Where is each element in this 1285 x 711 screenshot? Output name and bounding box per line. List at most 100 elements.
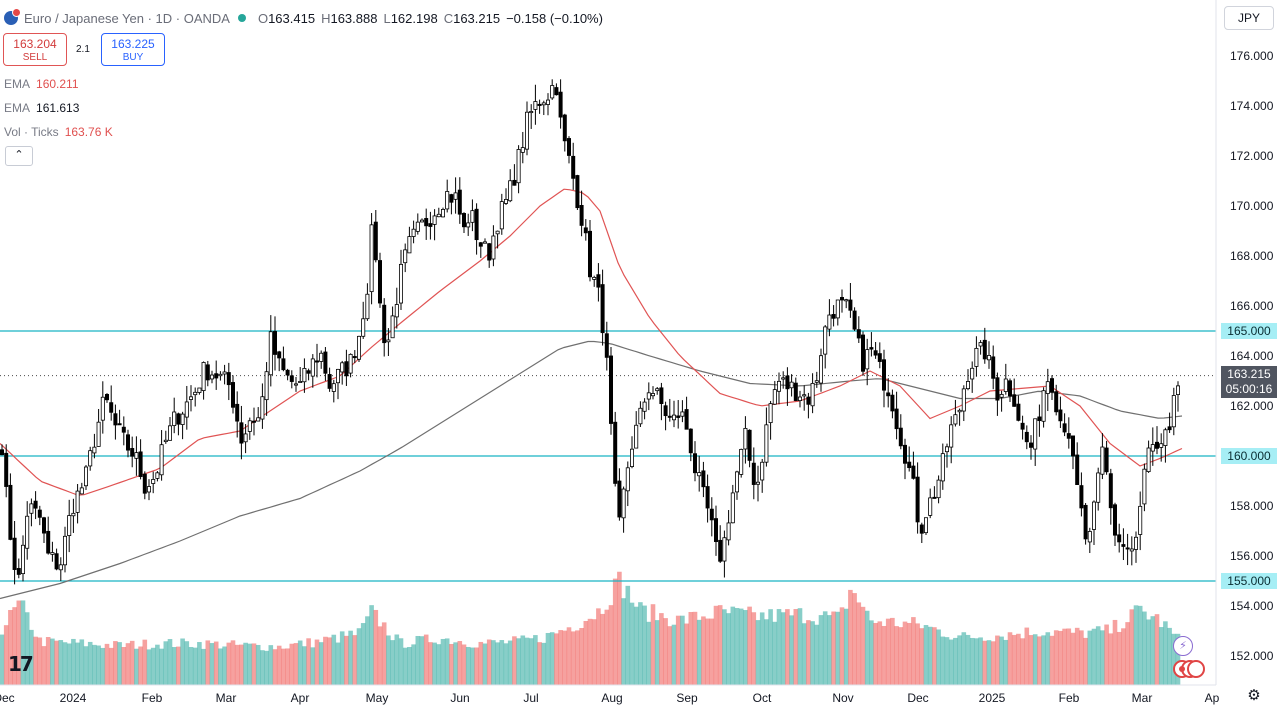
volume-bar xyxy=(213,641,219,685)
volume-bar xyxy=(974,638,979,685)
ema-slow-legend[interactable]: EMA 161.613 xyxy=(4,101,79,115)
time-axis[interactable]: Dec 2024 Feb Mar Apr May Jun Jul Aug Sep Oct Nov Dec… xyxy=(0,691,1220,705)
volume-bar xyxy=(339,631,345,685)
candle-body xyxy=(281,358,286,371)
volume-bar xyxy=(638,602,643,685)
volume-bar xyxy=(608,605,614,685)
high-label: H xyxy=(321,10,331,26)
candle-body xyxy=(760,461,765,481)
volume-bar xyxy=(999,636,1004,685)
volume-bar xyxy=(449,643,454,685)
candle-body xyxy=(54,553,59,570)
buy-button[interactable]: 163.225 BUY xyxy=(101,33,165,66)
currency-selector[interactable]: JPY xyxy=(1224,6,1274,30)
candle-body xyxy=(630,448,635,467)
sell-button[interactable]: 163.204 SELL xyxy=(3,33,67,66)
volume-bar xyxy=(562,630,568,685)
candle-body xyxy=(1003,378,1008,392)
candle-body xyxy=(466,222,471,228)
time-tick-label: 2024 xyxy=(60,691,87,705)
volume-bar xyxy=(986,640,992,685)
volume-bar xyxy=(33,636,38,685)
candle-body xyxy=(146,486,151,493)
candle-body xyxy=(113,413,118,426)
candle-body xyxy=(37,509,42,518)
candle-body xyxy=(33,500,38,509)
chevron-up-icon[interactable]: ⌃ xyxy=(5,146,33,166)
candle-body xyxy=(1096,472,1101,503)
symbol-title[interactable]: Euro / Japanese Yen · 1D · OANDA xyxy=(24,10,230,26)
ema-fast-legend[interactable]: EMA 160.211 xyxy=(4,77,79,91)
candle-body xyxy=(226,372,231,386)
candle-body xyxy=(1016,403,1021,421)
volume-bar xyxy=(306,638,311,685)
volume-bar xyxy=(415,635,421,685)
volume-bar xyxy=(801,623,807,685)
time-tick-label: Aug xyxy=(601,691,622,705)
volume-bar xyxy=(163,641,169,685)
time-tick-label: 2025 xyxy=(979,691,1006,705)
lightning-icon[interactable]: ⚡ xyxy=(1173,636,1193,656)
gear-icon[interactable]: ⚙ xyxy=(1247,687,1261,704)
candle-body xyxy=(172,411,177,426)
candle-body xyxy=(806,396,811,405)
volume-bar xyxy=(239,644,244,685)
candle-body xyxy=(991,356,996,379)
candle-body xyxy=(88,450,93,467)
volume-legend[interactable]: Vol · Ticks 163.76 K xyxy=(4,125,113,139)
candle-body xyxy=(256,417,261,422)
volume-bar xyxy=(310,647,316,685)
candle-body xyxy=(105,393,110,401)
volume-bar xyxy=(747,606,752,685)
volume-bar xyxy=(835,611,841,685)
volume-bar xyxy=(923,625,929,685)
candle-body xyxy=(739,448,744,475)
volume-bar xyxy=(814,624,820,685)
candle-body xyxy=(928,497,933,516)
candle-body xyxy=(684,409,689,430)
candle-body xyxy=(655,388,660,392)
volume-bar xyxy=(1003,639,1009,685)
candle-body xyxy=(533,101,538,110)
volume-bar xyxy=(982,640,988,685)
volume-bar xyxy=(646,621,652,685)
tradingview-logo-icon[interactable]: 17 xyxy=(8,652,34,676)
volume-bar xyxy=(83,646,89,685)
candle-body xyxy=(4,452,9,487)
candle-body xyxy=(491,235,496,260)
volume-bar xyxy=(264,650,269,685)
volume-bar xyxy=(965,634,971,685)
candle-body xyxy=(243,433,248,443)
economic-events-icon[interactable] xyxy=(1173,660,1207,680)
volume-bar xyxy=(352,635,358,685)
volume-bar xyxy=(1108,633,1114,685)
candle-body xyxy=(861,334,866,372)
volume-bar xyxy=(171,647,177,685)
price-axis[interactable]: 176.000 174.000 172.000 170.000 168.000 166.0… xyxy=(1230,49,1274,663)
volume-bar xyxy=(436,644,442,685)
candle-body xyxy=(688,428,693,454)
candle-body xyxy=(167,425,172,441)
volume-bar xyxy=(890,617,895,685)
volume-bar xyxy=(1150,616,1156,685)
volume-bar xyxy=(650,604,656,685)
candle-body xyxy=(525,111,530,150)
candle-body xyxy=(1104,447,1109,473)
candle-body xyxy=(478,242,483,247)
volume-bar xyxy=(184,641,190,685)
candle-body xyxy=(722,537,727,562)
candle-body xyxy=(604,333,609,358)
time-tick-label: Apr xyxy=(291,691,310,705)
candle-body xyxy=(890,394,895,412)
volume-bar xyxy=(222,646,227,685)
volume-bar xyxy=(575,630,580,685)
time-tick-label: Mar xyxy=(216,691,237,705)
ema-slow-value: 161.613 xyxy=(36,101,80,115)
candle-body xyxy=(453,192,458,200)
candle-body xyxy=(919,524,924,534)
volume-bar xyxy=(1125,622,1130,685)
candle-body xyxy=(747,429,752,461)
candle-body xyxy=(1024,431,1029,443)
candle-body xyxy=(1146,447,1151,472)
